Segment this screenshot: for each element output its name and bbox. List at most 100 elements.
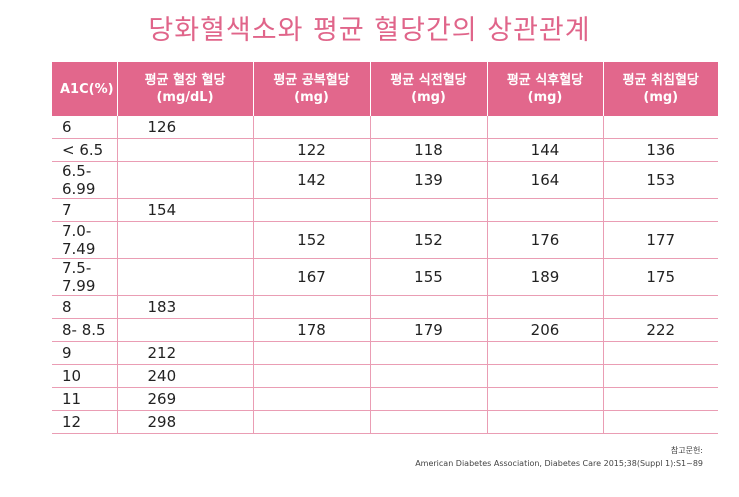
table-body: 6 126 < 6.5 122 118 144 136 6.5- 6.99 142 139 164 1… (52, 116, 718, 434)
row-label: 12 (52, 410, 117, 434)
table-cell: 206 (486, 318, 603, 342)
row-label: 6 (52, 116, 117, 139)
table-row: 8- 8.5 178 179 206 222 (52, 318, 718, 342)
correlation-table: A1C(%) 평균 혈장 혈당 (mg/dL) 평균 공복혈당 (mg) 평균 식전혈당 (… (52, 62, 718, 434)
table-cell (602, 116, 718, 139)
table-cell (252, 116, 370, 139)
table-cell (252, 198, 370, 222)
table-cell (486, 116, 603, 139)
table-cell (602, 364, 718, 388)
table-cell (486, 410, 603, 434)
table-cell: 176 (486, 221, 603, 259)
reference-citation: American Diabetes Association, Diabetes … (415, 459, 703, 468)
table-cell: 155 (369, 258, 487, 296)
column-unit: (mg) (527, 90, 563, 105)
table-cell: 178 (252, 318, 370, 342)
table-cell (486, 341, 603, 365)
column-header: 평균 취침혈당 (mg) (602, 62, 718, 116)
table-cell (486, 295, 603, 319)
column-name: 평균 혈장 혈당 (144, 73, 226, 88)
row-label: 7.5- 7.99 (52, 258, 117, 296)
row-label: 7.0- 7.49 (52, 221, 117, 259)
column-unit: (mg) (411, 90, 446, 105)
table-cell: 164 (486, 161, 603, 199)
table-cell: 240 (116, 364, 253, 388)
reference-label: 참고문헌: (670, 446, 703, 455)
column-header: A1C(%) (52, 62, 117, 116)
table-cell (116, 161, 253, 199)
table-row: 7.5- 7.99 167 155 189 175 (52, 258, 718, 296)
column-header: 평균 식전혈당 (mg) (369, 62, 487, 116)
table-cell (116, 258, 253, 296)
table-cell (486, 198, 603, 222)
table-row: 11 269 (52, 387, 718, 411)
table-cell (486, 364, 603, 388)
table-cell: 139 (369, 161, 487, 199)
table-cell (252, 410, 370, 434)
table-cell: 136 (602, 138, 718, 162)
table-row: 6.5- 6.99 142 139 164 153 (52, 161, 718, 199)
table-row: 8 183 (52, 295, 718, 319)
row-label: 8- 8.5 (52, 318, 117, 342)
table-cell: 144 (486, 138, 603, 162)
column-unit: (mg) (294, 90, 329, 105)
table-cell: 152 (369, 221, 487, 259)
table-cell: 177 (602, 221, 718, 259)
table-cell (369, 387, 487, 411)
table-cell: 298 (116, 410, 253, 434)
table-cell (602, 295, 718, 319)
table-cell (486, 387, 603, 411)
column-header: 평균 식후혈당 (mg) (486, 62, 603, 116)
table-cell (369, 295, 487, 319)
header-row: A1C(%) 평균 혈장 혈당 (mg/dL) 평균 공복혈당 (mg) 평균 식전혈당 (… (52, 62, 718, 116)
table-row: 7 154 (52, 198, 718, 222)
table-cell: 152 (252, 221, 370, 259)
table-cell: 189 (486, 258, 603, 296)
table-cell (252, 295, 370, 319)
table-row: < 6.5 122 118 144 136 (52, 138, 718, 162)
column-unit: (mg) (643, 90, 679, 105)
table-cell: 175 (602, 258, 718, 296)
table-row: 10 240 (52, 364, 718, 388)
table-cell: 269 (116, 387, 253, 411)
column-name: 평균 식후혈당 (506, 73, 584, 88)
table-cell: 118 (369, 138, 487, 162)
table-cell (252, 387, 370, 411)
table-cell: 212 (116, 341, 253, 365)
column-name: 평균 식전혈당 (390, 73, 467, 88)
table-row: 9 212 (52, 341, 718, 365)
table-cell: 167 (252, 258, 370, 296)
column-name: 평균 취침혈당 (622, 73, 699, 88)
table-cell (116, 221, 253, 259)
table-cell (602, 387, 718, 411)
table-head: A1C(%) 평균 혈장 혈당 (mg/dL) 평균 공복혈당 (mg) 평균 식전혈당 (… (52, 62, 718, 116)
row-label: < 6.5 (52, 138, 117, 162)
column-header: 평균 혈장 혈당 (mg/dL) (116, 62, 253, 116)
table-cell: 126 (116, 116, 253, 139)
table-cell (602, 341, 718, 365)
table-cell (369, 410, 487, 434)
table-cell: 153 (602, 161, 718, 199)
table-cell: 142 (252, 161, 370, 199)
column-unit: (mg/dL) (156, 90, 214, 105)
table-row: 6 126 (52, 116, 718, 139)
table-cell: 222 (602, 318, 718, 342)
column-name: 평균 공복혈당 (273, 73, 350, 88)
row-label: 10 (52, 364, 117, 388)
table-cell (252, 341, 370, 365)
table-cell (602, 198, 718, 222)
table-cell (116, 318, 253, 342)
row-label: 11 (52, 387, 117, 411)
table-cell (252, 364, 370, 388)
table-cell (369, 198, 487, 222)
table-row: 12 298 (52, 410, 718, 434)
column-name: A1C(%) (60, 81, 114, 97)
table-cell: 122 (252, 138, 370, 162)
row-label: 7 (52, 198, 117, 222)
table-cell: 154 (116, 198, 253, 222)
title: 당화혈색소와 평균 혈당간의 상관관계 (148, 15, 591, 46)
table-cell (602, 410, 718, 434)
table-cell (369, 341, 487, 365)
table-row: 7.0- 7.49 152 152 176 177 (52, 221, 718, 259)
